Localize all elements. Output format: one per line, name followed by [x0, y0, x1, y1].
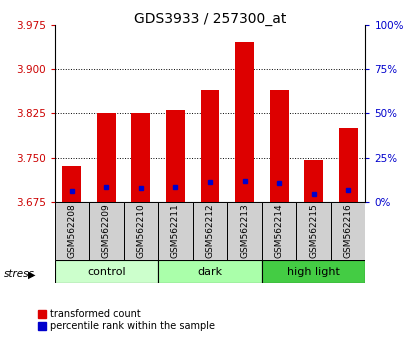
Bar [331, 202, 365, 260]
Bar [227, 202, 262, 260]
Bar [200, 90, 220, 202]
Text: GSM562212: GSM562212 [205, 204, 215, 258]
Text: GDS3933 / 257300_at: GDS3933 / 257300_at [134, 12, 286, 27]
Bar [297, 202, 331, 260]
Bar [158, 260, 262, 283]
Bar [270, 90, 289, 202]
Bar [158, 202, 193, 260]
Bar [55, 202, 89, 260]
Text: dark: dark [197, 267, 223, 277]
Text: GSM562209: GSM562209 [102, 204, 111, 258]
Text: GSM562213: GSM562213 [240, 204, 249, 258]
Bar [89, 202, 123, 260]
Bar [166, 110, 185, 202]
Text: GSM562211: GSM562211 [171, 204, 180, 258]
Legend: transformed count, percentile rank within the sample: transformed count, percentile rank withi… [39, 309, 215, 331]
Text: high light: high light [287, 267, 340, 277]
Bar [63, 166, 81, 202]
Bar [193, 202, 227, 260]
Bar [123, 202, 158, 260]
Text: GSM562216: GSM562216 [344, 204, 353, 258]
Text: GSM562214: GSM562214 [275, 204, 284, 258]
Text: ▶: ▶ [28, 269, 35, 279]
Bar [262, 260, 365, 283]
Bar [262, 202, 297, 260]
Bar [55, 260, 158, 283]
Text: GSM562208: GSM562208 [67, 204, 76, 258]
Text: control: control [87, 267, 126, 277]
Text: stress: stress [4, 269, 35, 279]
Bar [97, 113, 116, 202]
Bar [339, 128, 357, 202]
Bar [304, 160, 323, 202]
Text: GSM562215: GSM562215 [309, 204, 318, 258]
Bar [235, 42, 254, 202]
Bar [131, 113, 150, 202]
Text: GSM562210: GSM562210 [136, 204, 145, 258]
